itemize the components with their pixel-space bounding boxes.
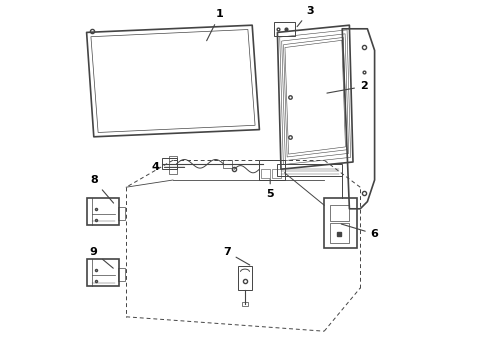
Bar	[242, 302, 248, 306]
Text: 5: 5	[267, 179, 274, 199]
Text: 3: 3	[297, 6, 314, 27]
Text: 2: 2	[327, 81, 368, 93]
Bar	[118, 207, 125, 220]
Text: 8: 8	[90, 175, 114, 203]
Text: 4: 4	[151, 162, 185, 172]
Bar	[324, 198, 357, 248]
Bar	[170, 156, 176, 174]
Bar	[162, 158, 176, 169]
Bar	[272, 169, 281, 178]
Bar	[223, 160, 232, 168]
Bar	[261, 169, 270, 178]
Bar	[277, 164, 342, 176]
Bar	[274, 22, 295, 36]
Bar	[87, 198, 119, 225]
Bar	[330, 205, 349, 221]
Bar	[259, 160, 285, 180]
Bar	[238, 266, 252, 290]
Bar	[330, 223, 349, 243]
Text: 1: 1	[207, 9, 223, 41]
Text: 6: 6	[341, 224, 379, 239]
Bar	[118, 268, 125, 281]
Bar	[87, 259, 119, 286]
Text: 7: 7	[223, 247, 250, 265]
Text: 9: 9	[90, 247, 113, 268]
